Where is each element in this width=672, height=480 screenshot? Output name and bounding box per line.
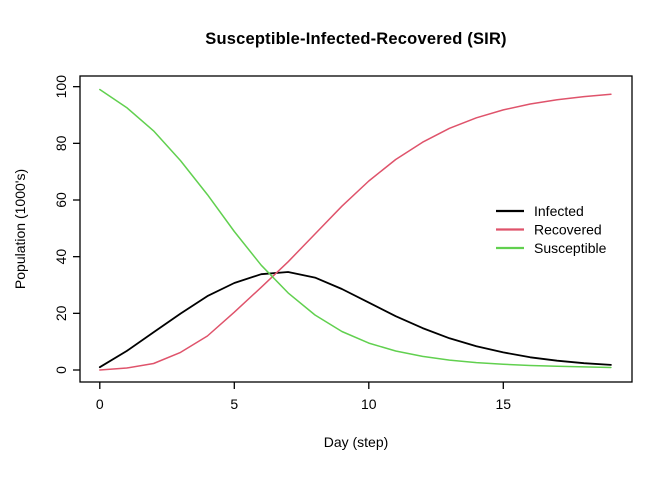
y-axis-label: Population (1000's) — [12, 169, 28, 289]
y-tick-label: 80 — [53, 135, 69, 151]
series-line-susceptible — [99, 88, 612, 369]
chart-title: Susceptible-Infected-Recovered (SIR) — [205, 30, 507, 48]
x-tick-label: 15 — [496, 396, 512, 412]
legend-label-recovered: Recovered — [534, 222, 602, 238]
y-tick-label: 40 — [53, 249, 69, 265]
legend-label-infected: Infected — [534, 203, 584, 219]
x-tick-label: 5 — [230, 396, 238, 412]
legend-label-susceptible: Susceptible — [534, 240, 607, 256]
series-line-recovered — [99, 93, 612, 371]
series-line-infected — [98, 271, 612, 369]
x-axis-label: Day (step) — [324, 434, 389, 450]
y-tick-label: 100 — [53, 75, 69, 99]
y-tick-label: 20 — [53, 305, 69, 321]
y-tick-label: 60 — [53, 192, 69, 208]
y-tick-label: 0 — [53, 366, 69, 374]
x-tick-label: 10 — [361, 396, 377, 412]
x-tick-label: 0 — [96, 396, 104, 412]
plot-border — [79, 75, 633, 383]
